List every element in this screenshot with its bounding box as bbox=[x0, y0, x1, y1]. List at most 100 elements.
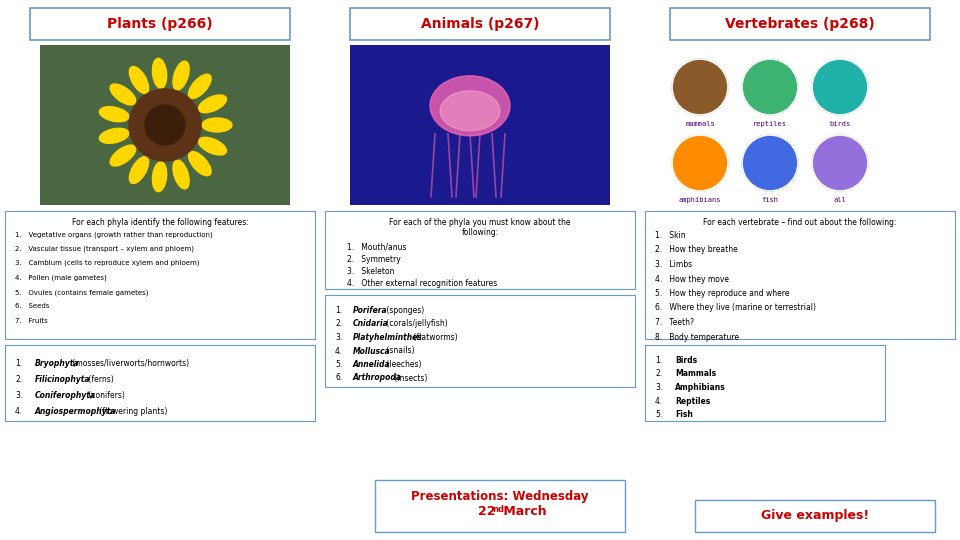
FancyBboxPatch shape bbox=[375, 480, 625, 532]
Text: 3.: 3. bbox=[655, 383, 662, 392]
Text: 1.   Skin: 1. Skin bbox=[655, 231, 685, 240]
Circle shape bbox=[742, 135, 798, 191]
Text: 4.   Pollen (male gametes): 4. Pollen (male gametes) bbox=[15, 274, 107, 281]
Circle shape bbox=[742, 59, 798, 115]
Text: 8.   Body temperature: 8. Body temperature bbox=[655, 333, 739, 341]
Text: Birds: Birds bbox=[675, 356, 697, 365]
Text: Arthropoda: Arthropoda bbox=[353, 374, 402, 382]
Text: For each of the phyla you must know about the
following:: For each of the phyla you must know abou… bbox=[389, 218, 571, 238]
FancyBboxPatch shape bbox=[350, 8, 610, 40]
Text: (ferns): (ferns) bbox=[85, 375, 113, 384]
Text: 2.   How they breathe: 2. How they breathe bbox=[655, 246, 737, 254]
Text: 3.   Limbs: 3. Limbs bbox=[655, 260, 692, 269]
Text: Cnidaria: Cnidaria bbox=[353, 320, 389, 328]
Text: (flatworms): (flatworms) bbox=[411, 333, 457, 342]
Text: Mammals: Mammals bbox=[675, 369, 716, 379]
Ellipse shape bbox=[188, 152, 211, 176]
Text: Presentations: Wednesday: Presentations: Wednesday bbox=[411, 490, 588, 503]
Text: 6.: 6. bbox=[335, 374, 343, 382]
Text: 1.: 1. bbox=[335, 306, 342, 315]
Ellipse shape bbox=[188, 75, 211, 98]
Text: (corals/jellyfish): (corals/jellyfish) bbox=[384, 320, 447, 328]
Circle shape bbox=[672, 59, 728, 115]
Text: 3.: 3. bbox=[15, 391, 22, 400]
Text: Give examples!: Give examples! bbox=[761, 510, 869, 523]
Text: (insects): (insects) bbox=[392, 374, 427, 382]
Text: all: all bbox=[833, 197, 847, 203]
FancyBboxPatch shape bbox=[695, 500, 935, 532]
Ellipse shape bbox=[202, 118, 232, 132]
Ellipse shape bbox=[100, 107, 129, 122]
Text: 4.: 4. bbox=[335, 347, 343, 355]
Text: 2.: 2. bbox=[655, 369, 662, 379]
Text: 1.: 1. bbox=[655, 356, 662, 365]
Text: Animals (p267): Animals (p267) bbox=[420, 17, 540, 31]
Ellipse shape bbox=[430, 76, 510, 136]
Text: nd: nd bbox=[492, 505, 504, 514]
FancyBboxPatch shape bbox=[325, 295, 635, 387]
Text: Bryophyta: Bryophyta bbox=[35, 359, 80, 368]
Text: 1.   Vegetative organs (growth rather than reproduction): 1. Vegetative organs (growth rather than… bbox=[15, 231, 213, 238]
Text: 7.   Fruits: 7. Fruits bbox=[15, 318, 48, 324]
Text: 4.   How they move: 4. How they move bbox=[655, 274, 729, 284]
Text: For each phyla identify the following features:: For each phyla identify the following fe… bbox=[72, 218, 249, 227]
Text: 5.   How they reproduce and where: 5. How they reproduce and where bbox=[655, 289, 789, 298]
FancyBboxPatch shape bbox=[645, 345, 885, 421]
Text: 1.   Mouth/anus: 1. Mouth/anus bbox=[347, 243, 406, 252]
Ellipse shape bbox=[110, 145, 135, 166]
Text: Angiospermophyta: Angiospermophyta bbox=[35, 407, 116, 416]
Ellipse shape bbox=[153, 162, 167, 192]
FancyBboxPatch shape bbox=[40, 45, 290, 205]
Circle shape bbox=[812, 59, 868, 115]
Text: Reptiles: Reptiles bbox=[675, 396, 710, 406]
FancyBboxPatch shape bbox=[5, 211, 315, 339]
Text: (snails): (snails) bbox=[384, 347, 415, 355]
Circle shape bbox=[672, 135, 728, 191]
Text: 5.: 5. bbox=[655, 410, 662, 419]
Text: 22: 22 bbox=[478, 505, 495, 518]
Ellipse shape bbox=[100, 129, 129, 143]
Text: 6.   Seeds: 6. Seeds bbox=[15, 303, 49, 309]
Ellipse shape bbox=[110, 84, 135, 105]
Text: 5.   Ovules (contains female gametes): 5. Ovules (contains female gametes) bbox=[15, 289, 149, 295]
Ellipse shape bbox=[173, 160, 189, 189]
Text: 4.: 4. bbox=[655, 396, 662, 406]
Ellipse shape bbox=[130, 157, 149, 184]
FancyBboxPatch shape bbox=[645, 211, 955, 339]
Text: Vertebrates (p268): Vertebrates (p268) bbox=[725, 17, 875, 31]
Text: 6.   Where they live (marine or terrestrial): 6. Where they live (marine or terrestria… bbox=[655, 303, 816, 313]
Circle shape bbox=[145, 105, 185, 145]
Text: reptiles: reptiles bbox=[753, 121, 787, 127]
Text: Porifera: Porifera bbox=[353, 306, 388, 315]
Ellipse shape bbox=[199, 95, 227, 113]
FancyBboxPatch shape bbox=[5, 345, 315, 421]
Text: 4.: 4. bbox=[15, 407, 22, 416]
Text: Annelida: Annelida bbox=[353, 360, 391, 369]
Text: March: March bbox=[499, 505, 546, 518]
Text: Platyhelminthes: Platyhelminthes bbox=[353, 333, 422, 342]
Circle shape bbox=[129, 89, 201, 161]
Ellipse shape bbox=[440, 91, 500, 131]
Text: amphibians: amphibians bbox=[679, 197, 721, 203]
Text: 2.   Vascular tissue (transport – xylem and phloem): 2. Vascular tissue (transport – xylem an… bbox=[15, 246, 194, 252]
Text: 4.   Other external recognition features: 4. Other external recognition features bbox=[347, 279, 497, 288]
Text: Mollusca: Mollusca bbox=[353, 347, 391, 355]
FancyBboxPatch shape bbox=[670, 8, 930, 40]
FancyBboxPatch shape bbox=[325, 211, 635, 289]
Text: 7.   Teeth?: 7. Teeth? bbox=[655, 318, 694, 327]
Text: 2.   Symmetry: 2. Symmetry bbox=[347, 255, 400, 264]
Text: Coniferophyta: Coniferophyta bbox=[35, 391, 96, 400]
Text: 3.   Cambium (cells to reproduce xylem and phloem): 3. Cambium (cells to reproduce xylem and… bbox=[15, 260, 200, 267]
Text: For each vertebrate – find out about the following:: For each vertebrate – find out about the… bbox=[704, 218, 897, 227]
Text: Fish: Fish bbox=[675, 410, 693, 419]
Text: 3.   Skeleton: 3. Skeleton bbox=[347, 267, 395, 276]
FancyBboxPatch shape bbox=[350, 45, 610, 205]
Ellipse shape bbox=[130, 66, 149, 93]
Text: 2.: 2. bbox=[335, 320, 342, 328]
Text: 2.: 2. bbox=[15, 375, 22, 384]
Text: Plants (p266): Plants (p266) bbox=[108, 17, 213, 31]
Ellipse shape bbox=[153, 58, 167, 88]
Text: (mosses/liverworts/hornworts): (mosses/liverworts/hornworts) bbox=[70, 359, 189, 368]
Circle shape bbox=[812, 135, 868, 191]
Ellipse shape bbox=[199, 137, 227, 155]
